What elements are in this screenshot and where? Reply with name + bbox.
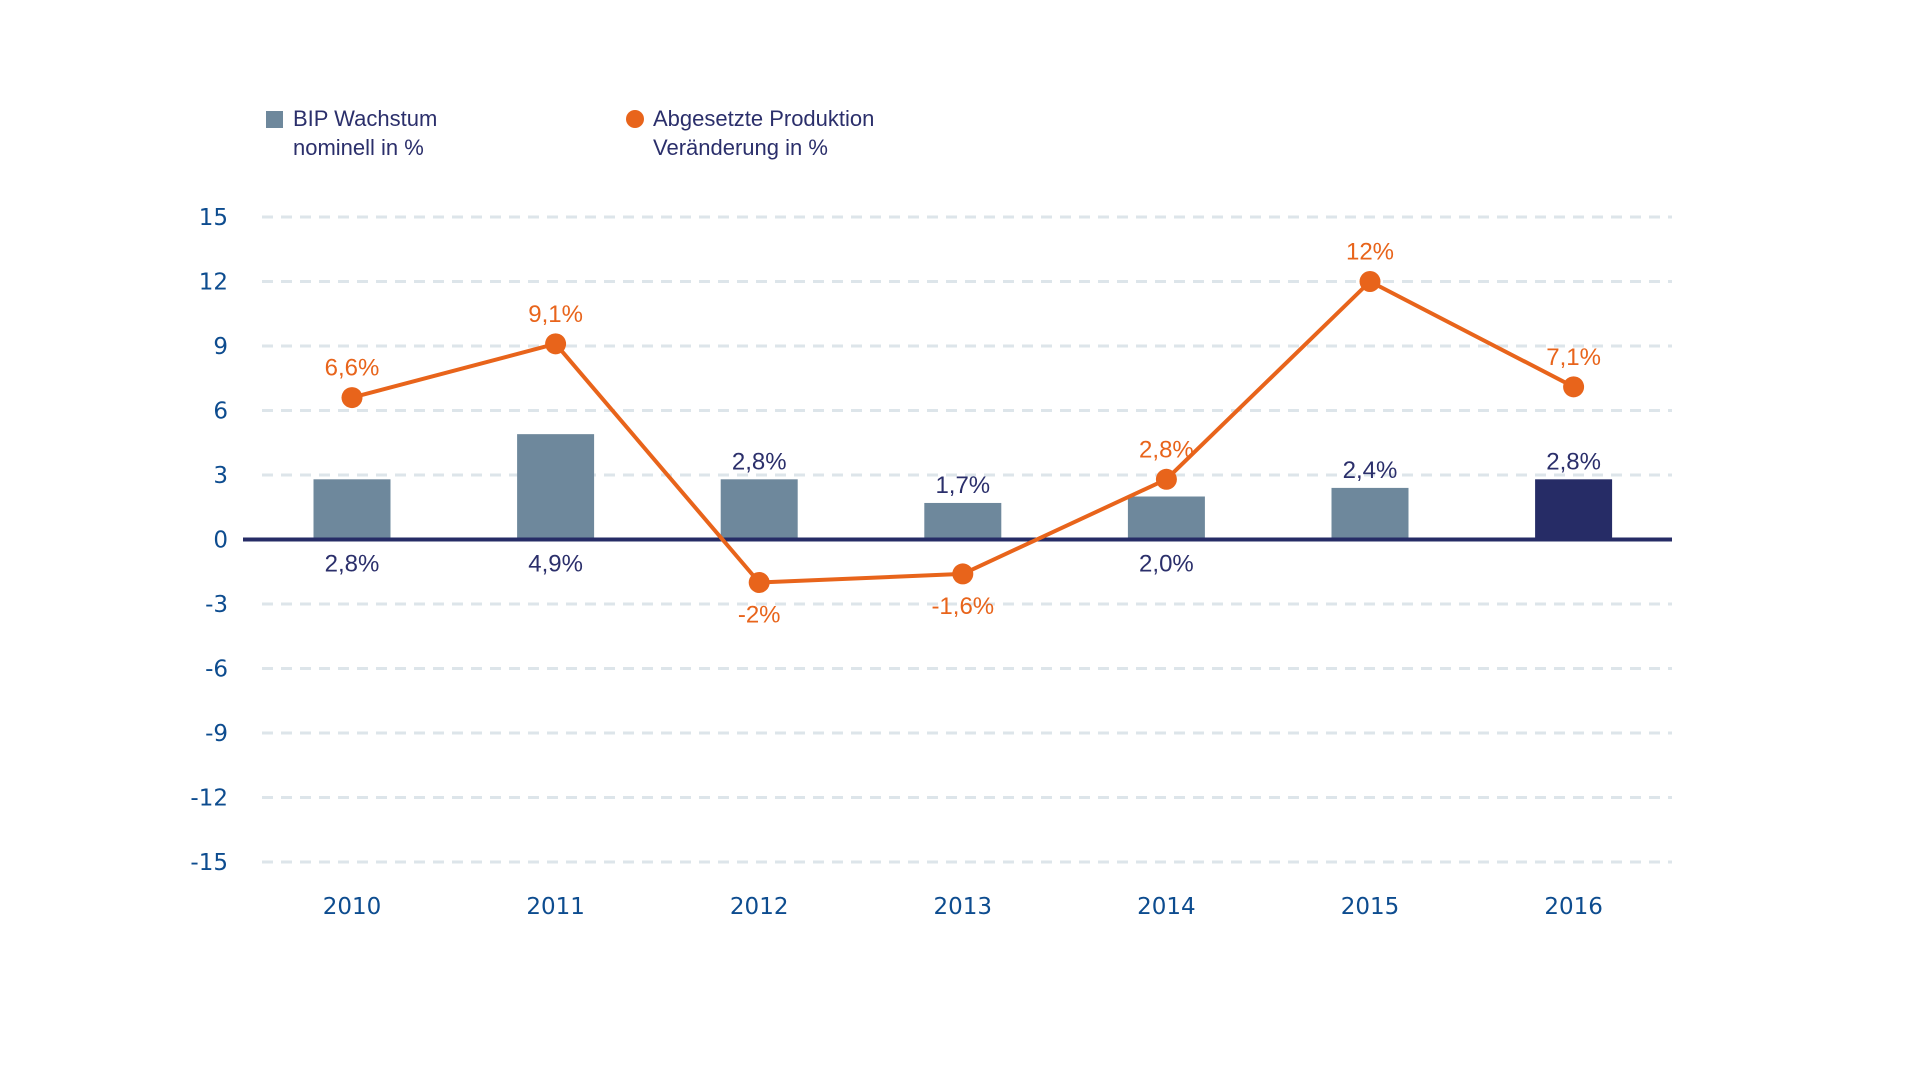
legend-circle-icon: [626, 110, 644, 128]
line-data-label: 12%: [1346, 239, 1394, 266]
bar: [313, 479, 391, 540]
bar-data-label: 2,0%: [1139, 551, 1194, 578]
gridlines: [262, 215, 1672, 864]
y-tick-label: -3: [205, 592, 228, 618]
line-data-label: 2,8%: [1139, 436, 1194, 463]
legend-production-line1: Abgesetzte Produktion: [653, 106, 875, 131]
line-point: [1563, 376, 1585, 398]
x-tick-label: 2012: [730, 894, 789, 920]
bar-data-label: 1,7%: [935, 472, 990, 499]
line-data-label: -2%: [738, 602, 781, 629]
line-point: [1359, 271, 1381, 292]
y-tick-label: 9: [213, 334, 228, 360]
bar: [1127, 496, 1205, 540]
legend-production-line2: Veränderung in %: [653, 135, 828, 160]
y-tick-label: 0: [213, 528, 228, 554]
bar-data-label: 2,8%: [1546, 448, 1601, 475]
bar: [517, 434, 595, 540]
line-series: [341, 271, 1585, 593]
legend-bip-line1: BIP Wachstum: [293, 106, 438, 131]
line-point: [1155, 468, 1177, 490]
line-data-label: 7,1%: [1546, 344, 1601, 371]
y-tick-label: -15: [190, 850, 228, 876]
bar-data-label: 2,4%: [1343, 457, 1398, 484]
x-tick-label: 2011: [526, 894, 585, 920]
bar-series: [313, 434, 1613, 540]
legend-square-icon: [266, 111, 283, 128]
y-tick-label: 15: [199, 205, 228, 231]
line-point: [748, 572, 770, 593]
y-tick-label: 6: [213, 399, 228, 425]
line-point: [952, 563, 974, 585]
bar: [720, 479, 798, 540]
x-axis-ticks: 2010 2011 2012 2013 2014 2015 2016: [323, 894, 1603, 920]
bar-data-label: 4,9%: [528, 551, 583, 578]
y-tick-label: -6: [205, 657, 228, 683]
line-point: [341, 387, 363, 409]
line-data-label: -1,6%: [931, 593, 994, 620]
x-tick-label: 2013: [934, 894, 993, 920]
line-point: [545, 333, 567, 355]
x-tick-label: 2010: [323, 894, 382, 920]
x-tick-label: 2014: [1137, 894, 1196, 920]
legend-label-production: Abgesetzte Produktion Veränderung in %: [653, 104, 874, 162]
x-tick-label: 2015: [1341, 894, 1400, 920]
y-axis-ticks: 15 12 9 6 3 0 -3 -6 -9 -12 -15: [190, 205, 228, 876]
y-tick-label: 12: [199, 270, 228, 296]
line-data-label: 6,6%: [325, 355, 380, 382]
bar: [1331, 487, 1409, 540]
bar: [1535, 479, 1613, 540]
y-tick-label: -12: [190, 786, 228, 812]
legend-label-bip: BIP Wachstum nominell in %: [293, 104, 437, 162]
legend-bip-line2: nominell in %: [293, 135, 424, 160]
data-labels: 2,8% 4,9% 2,8% 1,7% 2,0% 2,4% 2,8% 6,6% 9,1% -2% -…: [325, 239, 1601, 629]
bar-data-label: 2,8%: [325, 551, 380, 578]
y-tick-label: -9: [205, 721, 228, 747]
line-data-label: 9,1%: [528, 301, 583, 328]
x-tick-label: 2016: [1544, 894, 1603, 920]
bar-data-label: 2,8%: [732, 448, 787, 475]
bar: [924, 502, 1002, 540]
y-tick-label: 3: [213, 463, 228, 489]
